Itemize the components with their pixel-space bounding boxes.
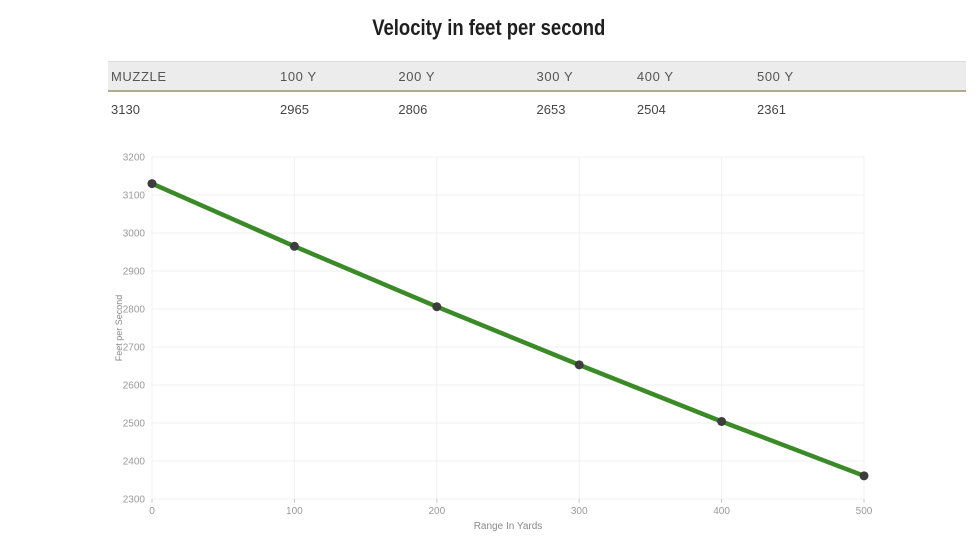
- y-tick-label: 2600: [123, 381, 146, 392]
- x-axis-title: Range In Yards: [474, 521, 543, 532]
- data-point: [574, 360, 584, 370]
- x-tick-label: 400: [713, 506, 730, 517]
- y-tick-label: 3000: [123, 229, 146, 240]
- col-header-500y: 500 Y: [754, 61, 966, 92]
- table-header-row: MUZZLE 100 Y 200 Y 300 Y 400 Y 500 Y: [108, 61, 966, 92]
- x-tick-label: 500: [856, 506, 873, 517]
- y-tick-label: 2400: [123, 457, 146, 468]
- col-header-400y: 400 Y: [633, 61, 755, 92]
- x-tick-label: 0: [149, 506, 155, 517]
- table-row: 3130 2965 2806 2653 2504 2361: [108, 91, 966, 131]
- y-tick-label: 2300: [123, 495, 146, 506]
- velocity-table: MUZZLE 100 Y 200 Y 300 Y 400 Y 500 Y 313…: [108, 61, 966, 131]
- data-point: [289, 241, 299, 251]
- y-axis-title: Feet per Second: [114, 295, 124, 362]
- data-point: [432, 302, 442, 312]
- velocity-500y: 2361: [757, 102, 786, 117]
- velocity-400y: 2504: [636, 102, 666, 117]
- col-header-200y: 200 Y: [395, 61, 534, 92]
- y-tick-label: 3200: [123, 153, 146, 164]
- data-point: [859, 471, 869, 481]
- velocity-100y: 2965: [280, 102, 309, 117]
- x-tick-label: 100: [286, 506, 303, 517]
- y-tick-label: 2500: [123, 419, 146, 430]
- velocity-200y: 2806: [398, 102, 428, 117]
- y-tick-label: 2900: [123, 267, 146, 278]
- title-wrap: Velocity in feet per second: [0, 0, 978, 41]
- y-tick-label: 2800: [123, 305, 146, 316]
- velocity-series-line: [149, 181, 867, 479]
- page-title: Velocity in feet per second: [372, 15, 606, 40]
- velocity-chart: 2300 2400 2500 2600 2700 2800 2900 3000 3100 3200…: [105, 147, 880, 539]
- x-tick-label: 300: [571, 506, 588, 517]
- velocity-muzzle: 3130: [111, 102, 140, 117]
- data-point: [147, 179, 157, 189]
- col-header-300y: 300 Y: [533, 61, 634, 92]
- data-point: [717, 416, 727, 426]
- col-header-muzzle: MUZZLE: [108, 61, 278, 92]
- y-tick-label: 3100: [123, 191, 146, 202]
- x-tick-label: 200: [428, 506, 445, 517]
- velocity-300y: 2653: [536, 102, 566, 117]
- y-tick-label: 2700: [123, 343, 146, 354]
- velocity-line-chart: 2300240025002600270028002900300031003200…: [114, 153, 873, 533]
- col-header-100y: 100 Y: [277, 61, 396, 92]
